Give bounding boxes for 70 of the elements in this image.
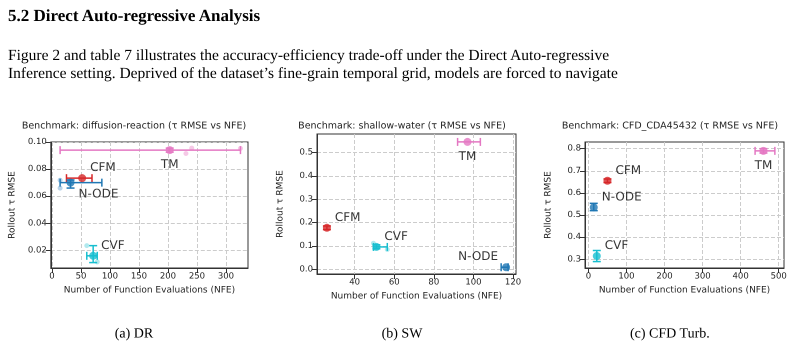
x-tick-label: 40	[349, 278, 360, 288]
y-tick-label: 0.3	[567, 254, 581, 264]
y-tick-label: 0.7	[567, 166, 581, 176]
x-tick-label: 400	[732, 272, 749, 282]
y-tick-label: 0.5	[567, 210, 581, 220]
point	[58, 186, 63, 191]
series-label: N-ODE	[78, 186, 118, 201]
y-tick-label: 0.02	[28, 245, 47, 256]
y-tick-label: 0.5	[299, 148, 313, 158]
y-tick-label: 0.08	[28, 164, 47, 174]
y-axis-title: Rollout τ RMSE	[276, 170, 286, 238]
y-tick-label: 0.06	[28, 191, 47, 202]
y-tick-label: 0.3	[299, 194, 313, 204]
series-label: CFM	[615, 162, 642, 177]
x-tick-label: 0	[586, 272, 592, 282]
point	[502, 263, 510, 272]
x-tick-label: 120	[504, 278, 522, 288]
point	[78, 174, 86, 182]
caption: Figure 2 and table 7 illustrates the accuracy-efficiency trade-off under the Direct Auto-regressive	[8, 47, 610, 65]
series-label: CVF	[384, 228, 408, 243]
point	[592, 252, 601, 260]
series-label: TM	[458, 148, 476, 163]
series-label: CVF	[604, 238, 628, 252]
point	[84, 243, 90, 248]
x-axis-title: Number of Function Evaluations (NFE)	[598, 286, 770, 296]
chart-title: Benchmark: diffusion-reaction (τ RMSE vs NFE)	[22, 120, 246, 132]
text: (a) DR	[114, 326, 154, 342]
x-tick-label: 250	[188, 272, 206, 282]
y-tick-label: 0.0	[299, 264, 313, 274]
x-tick-label: 300	[218, 272, 234, 282]
text: (b) SW	[382, 326, 424, 342]
y-axis-title: Rollout τ RMSE	[544, 170, 554, 239]
series-label: CVF	[101, 238, 125, 252]
text: Inference setting. Deprived of the dataset’s fine-grain temporal grid, models are forced to navigate	[8, 65, 619, 83]
y-tick-label: 0.4	[299, 171, 313, 181]
series-label: CFM	[334, 210, 361, 224]
x-tick-label: 200	[656, 272, 673, 282]
y-tick-label: 0.8	[567, 144, 581, 154]
chart-title: Benchmark: CFD_CDA45432 (τ RMSE vs NFE)	[562, 120, 778, 132]
text: 5.2 Direct Auto-regressive Analysis	[8, 6, 262, 26]
y-axis-title: Rollout τ RMSE	[8, 170, 18, 239]
x-tick-label: 500	[770, 272, 787, 282]
series-label: TM	[754, 158, 772, 172]
text: (c) CFD Turb.	[630, 326, 710, 342]
x-tick-label: 60	[388, 278, 400, 288]
x-tick-label: 150	[130, 272, 148, 282]
x-axis-title: Number of Function Evaluations (NFE)	[330, 292, 502, 302]
point	[183, 151, 188, 156]
series-label: N-ODE	[602, 189, 642, 204]
x-axis-title: Number of Function Evaluations (NFE)	[64, 286, 236, 296]
point	[89, 252, 98, 260]
x-tick-label: 80	[428, 278, 440, 288]
y-tick-label: 0.04	[28, 218, 47, 228]
x-tick-label: 200	[160, 272, 176, 282]
x-tick-label: 100	[618, 272, 635, 282]
x-tick-label: 50	[76, 272, 86, 282]
x-tick-label: 100	[465, 278, 482, 288]
series-label: N-ODE	[458, 249, 498, 264]
y-tick-label: 0.4	[567, 232, 581, 242]
y-tick-label: 0.6	[567, 188, 581, 198]
y-tick-label: 0.10	[28, 137, 47, 147]
point	[463, 138, 472, 146]
y-tick-label: 0.2	[299, 218, 313, 228]
series-label: CFM	[90, 160, 116, 174]
series-label: TM	[160, 157, 179, 172]
chart-title: Benchmark: shallow-water (τ RMSE vs NFE)	[298, 120, 506, 132]
x-tick-label: 0	[49, 272, 55, 282]
x-tick-label: 100	[102, 272, 118, 282]
y-tick-label: 0.1	[299, 241, 313, 251]
x-tick-label: 300	[694, 272, 711, 282]
